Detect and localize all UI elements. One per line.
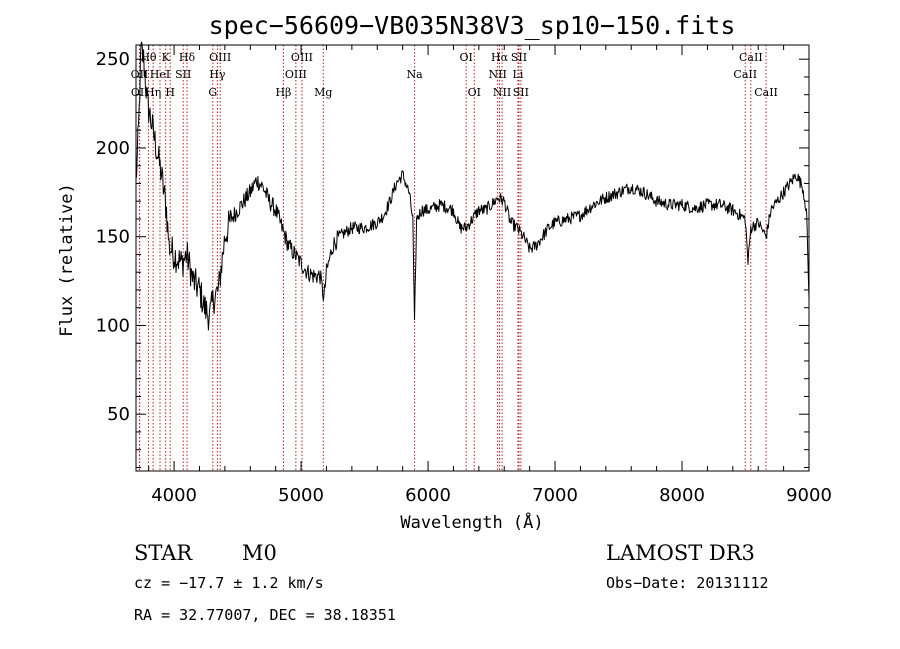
y-axis-label: Flux (relative): [57, 183, 77, 337]
line-label-nii: NII: [493, 86, 511, 99]
y-tick-label: 50: [107, 404, 130, 425]
y-tick-label: 100: [96, 315, 130, 336]
line-label-oiii: OIII: [291, 51, 313, 64]
chart-title: spec−56609−VB035N38V3_sp10−150.fits: [209, 11, 736, 40]
plot-frame: [135, 44, 810, 472]
x-axis-ticks: 4000 5000 6000 7000 8000 9000: [148, 45, 832, 506]
line-label-hα: Hα: [491, 51, 509, 64]
obs-date-text: Obs−Date: 20131112: [606, 574, 769, 592]
line-label-nii: NII: [488, 68, 506, 81]
x-tick-label: 5000: [278, 485, 324, 506]
x-axis-label: Wavelength (Å): [400, 511, 543, 533]
x-tick-label: 4000: [151, 485, 197, 506]
line-label-hβ: Hβ: [275, 86, 291, 99]
object-subclass: M0: [242, 541, 277, 565]
x-tick-label: 8000: [659, 485, 705, 506]
line-label-sii: SII: [513, 86, 529, 99]
y-axis-ticks: 50 100 150 200 250: [96, 49, 809, 468]
line-label-oiii: OIII: [209, 51, 231, 64]
line-label-oi: OI: [459, 51, 472, 64]
emission-line-markers: [138, 45, 767, 471]
line-label-sii: SII: [175, 68, 191, 81]
object-class: STAR: [134, 541, 193, 565]
line-label-caii: CaII: [754, 86, 778, 99]
y-tick-label: 200: [96, 138, 130, 159]
y-tick-label: 150: [96, 227, 130, 248]
line-label-mg: Mg: [314, 86, 332, 99]
x-tick-label: 6000: [405, 485, 451, 506]
line-label-oiii: OIII: [285, 68, 307, 81]
line-label-caii: CaII: [739, 51, 763, 64]
line-label-oi: OI: [468, 86, 481, 99]
x-tick-label: 7000: [532, 485, 578, 506]
line-label-li: Li: [513, 68, 524, 81]
line-label-hθ: Hθ: [140, 51, 157, 64]
line-label-k: K: [162, 51, 171, 64]
y-tick-label: 250: [96, 49, 130, 70]
x-tick-label: 9000: [786, 485, 832, 506]
line-label-hγ: Hγ: [209, 68, 226, 81]
redshift-text: cz = −17.7 ± 1.2 km/s: [134, 574, 324, 592]
survey-name: LAMOST DR3: [606, 541, 755, 565]
line-label-caii: CaII: [733, 68, 757, 81]
line-label-h: H: [165, 86, 175, 99]
spectrum-line: [135, 41, 810, 331]
line-label-hδ: Hδ: [179, 51, 196, 64]
line-label-hei: HeI: [150, 68, 170, 81]
line-label-hη: Hη: [145, 86, 161, 99]
line-label-sii: SII: [511, 51, 527, 64]
line-label-g: G: [208, 86, 217, 99]
line-label-na: Na: [407, 68, 424, 81]
coords-text: RA = 32.77007, DEC = 38.18351: [134, 606, 396, 624]
